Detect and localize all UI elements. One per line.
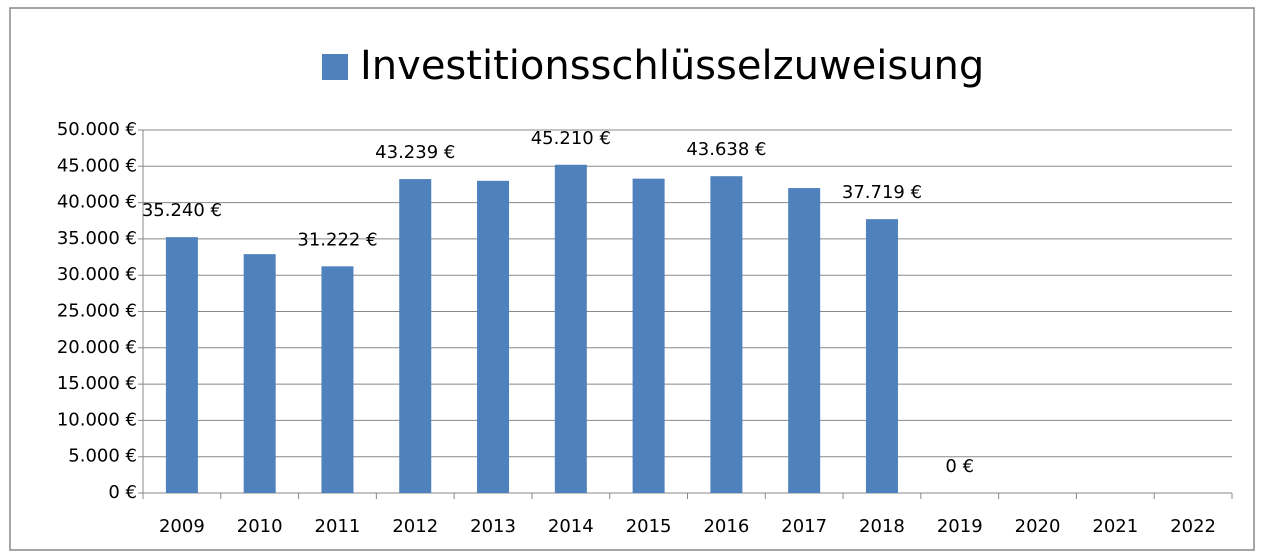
legend-swatch — [322, 54, 348, 80]
bar — [788, 188, 821, 493]
x-tick-label: 2011 — [315, 516, 361, 537]
data-label: 43.239 € — [375, 142, 455, 163]
x-tick-label: 2013 — [470, 516, 516, 537]
data-label: 31.222 € — [297, 229, 377, 250]
x-tick-label: 2017 — [781, 516, 827, 537]
bar — [632, 178, 665, 493]
y-tick-label: 30.000 € — [57, 264, 137, 285]
x-tick-label: 2009 — [159, 516, 205, 537]
y-tick-label: 0 € — [108, 482, 137, 503]
y-tick-label: 15.000 € — [57, 373, 137, 394]
bar — [710, 176, 743, 494]
bar — [865, 219, 898, 493]
y-tick-label: 45.000 € — [57, 155, 137, 176]
data-label: 35.240 € — [142, 200, 222, 221]
y-tick-label: 50.000 € — [57, 119, 137, 140]
y-tick-label: 35.000 € — [57, 228, 137, 249]
x-tick-label: 2015 — [626, 516, 672, 537]
x-tick-label: 2014 — [548, 516, 594, 537]
x-tick-label: 2019 — [937, 516, 983, 537]
bar — [321, 266, 354, 493]
y-tick-label: 20.000 € — [57, 337, 137, 358]
y-tick-label: 40.000 € — [57, 192, 137, 213]
x-tick-label: 2021 — [1092, 516, 1138, 537]
x-tick-label: 2022 — [1170, 516, 1216, 537]
y-tick-label: 5.000 € — [68, 446, 137, 467]
x-tick-label: 2018 — [859, 516, 905, 537]
x-tick-label: 2010 — [237, 516, 283, 537]
legend-label: Investitionsschlüsselzuweisung — [360, 43, 984, 89]
x-tick-label: 2020 — [1015, 516, 1061, 537]
x-tick-label: 2012 — [392, 516, 438, 537]
data-label: 43.638 € — [686, 139, 766, 160]
bar — [243, 254, 276, 493]
y-tick-label: 25.000 € — [57, 301, 137, 322]
chart-frame — [9, 7, 1255, 551]
data-label: 45.210 € — [531, 128, 611, 149]
bar — [554, 164, 587, 494]
x-tick-label: 2016 — [703, 516, 749, 537]
bar — [165, 237, 198, 493]
data-label: 0 € — [945, 456, 974, 477]
y-tick-label: 10.000 € — [57, 409, 137, 430]
data-label: 37.719 € — [842, 182, 922, 203]
bar — [477, 180, 510, 493]
bar — [399, 179, 432, 494]
